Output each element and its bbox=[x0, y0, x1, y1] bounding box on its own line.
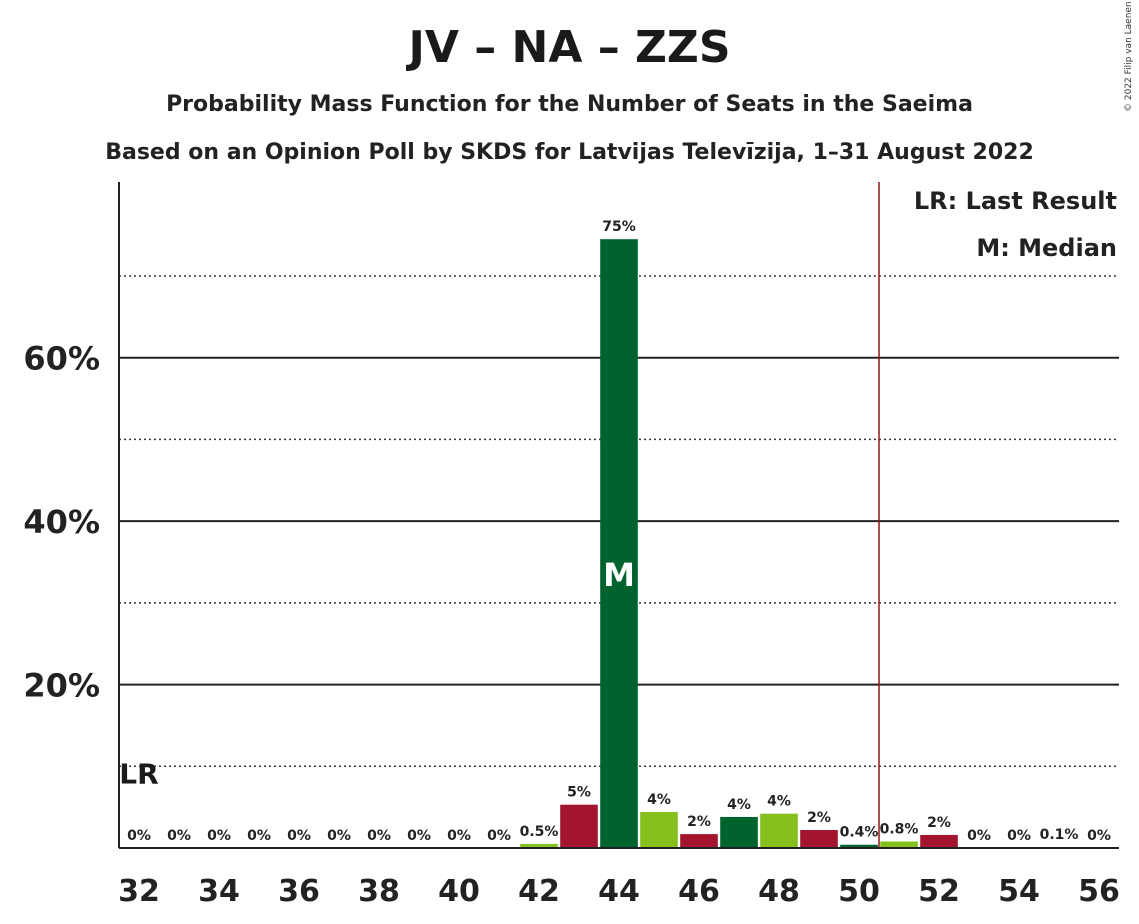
x-tick-label: 36 bbox=[278, 874, 320, 909]
bar bbox=[680, 834, 718, 848]
data-label: 4% bbox=[767, 794, 791, 810]
data-label: 0% bbox=[407, 828, 431, 844]
bar bbox=[720, 816, 758, 848]
data-label: 0% bbox=[447, 828, 471, 844]
bar bbox=[920, 834, 958, 848]
x-tick-label: 56 bbox=[1078, 874, 1120, 909]
bar bbox=[640, 812, 678, 848]
last-result-mark: LR bbox=[119, 757, 158, 790]
data-label: 2% bbox=[687, 814, 711, 830]
data-label: 2% bbox=[807, 810, 831, 826]
x-tick-label: 48 bbox=[758, 874, 800, 909]
chart-subtitle: Probability Mass Function for the Number… bbox=[166, 92, 973, 117]
bar bbox=[760, 813, 798, 848]
data-label: 0% bbox=[487, 828, 511, 844]
y-tick-label: 60% bbox=[23, 340, 100, 378]
x-tick-label: 54 bbox=[998, 874, 1040, 909]
data-label: 75% bbox=[602, 219, 636, 235]
data-label: 0.8% bbox=[880, 821, 919, 837]
x-tick-label: 46 bbox=[678, 874, 720, 909]
x-tick-label: 50 bbox=[838, 874, 880, 909]
bar bbox=[880, 841, 918, 848]
x-tick-label: 44 bbox=[598, 874, 640, 909]
x-tick-label: 40 bbox=[438, 874, 480, 909]
y-tick-label: 20% bbox=[23, 667, 100, 705]
data-label: 0% bbox=[367, 828, 391, 844]
legend-entry: LR: Last Result bbox=[914, 187, 1117, 215]
x-tick-label: 34 bbox=[198, 874, 240, 909]
data-label: 2% bbox=[927, 815, 951, 831]
bar bbox=[840, 844, 878, 848]
legend-entry: M: Median bbox=[976, 234, 1117, 262]
data-label: 0% bbox=[207, 828, 231, 844]
data-label: 0% bbox=[1087, 828, 1111, 844]
x-tick-label: 52 bbox=[918, 874, 960, 909]
data-label: 4% bbox=[647, 792, 671, 808]
x-tick-label: 38 bbox=[358, 874, 400, 909]
data-label: 0% bbox=[967, 828, 991, 844]
data-label: 0.4% bbox=[840, 825, 879, 841]
data-label: 0.5% bbox=[520, 824, 559, 840]
bar bbox=[520, 843, 558, 848]
x-tick-label: 32 bbox=[118, 874, 160, 909]
data-label: 0% bbox=[327, 828, 351, 844]
data-label: 0% bbox=[287, 828, 311, 844]
data-label: 0% bbox=[167, 828, 191, 844]
bar bbox=[560, 804, 598, 848]
data-label: 4% bbox=[727, 797, 751, 813]
chart-subtitle-source: Based on an Opinion Poll by SKDS for Lat… bbox=[105, 140, 1034, 165]
bar bbox=[600, 239, 638, 848]
data-label: 0% bbox=[1007, 828, 1031, 844]
x-tick-label: 42 bbox=[518, 874, 560, 909]
data-label: 0% bbox=[127, 828, 151, 844]
bar bbox=[800, 830, 838, 848]
data-label: 5% bbox=[567, 785, 591, 801]
y-tick-label: 40% bbox=[23, 503, 100, 541]
data-label: 0% bbox=[247, 828, 271, 844]
chart-title: JV – NA – ZZS bbox=[408, 22, 731, 73]
data-label: 0.1% bbox=[1040, 827, 1079, 843]
median-mark: M bbox=[603, 556, 635, 594]
